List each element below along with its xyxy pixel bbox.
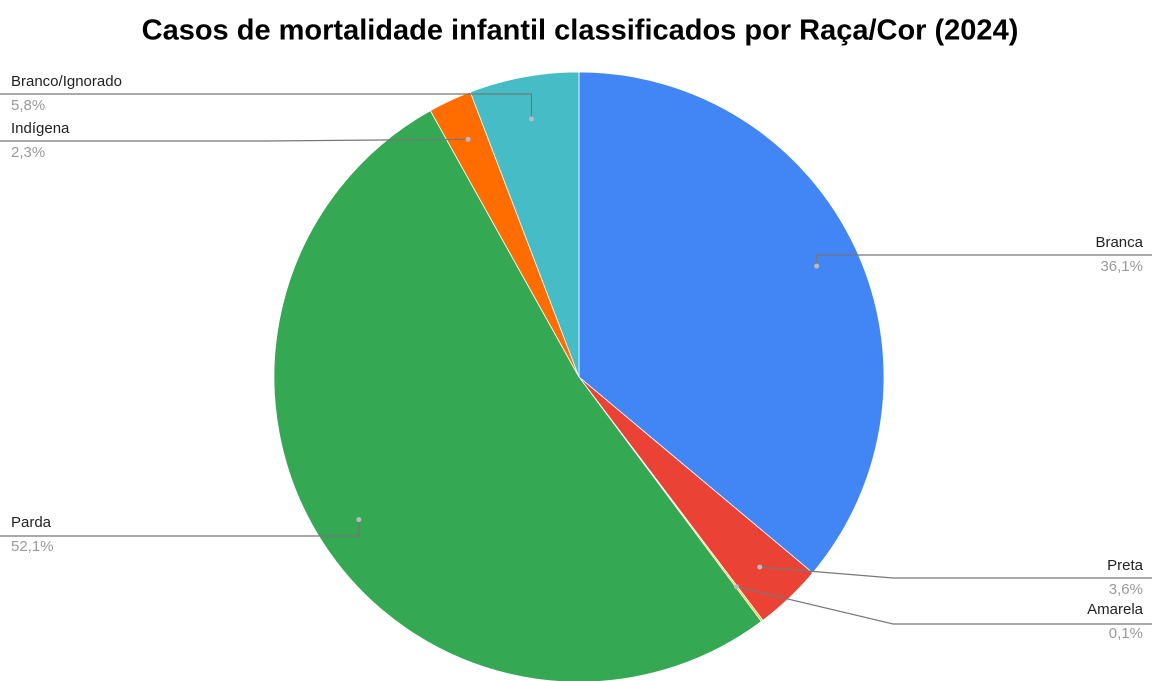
- slice-name: Indígena: [11, 120, 70, 137]
- slice-name: Amarela: [1087, 601, 1144, 618]
- leader-line: [736, 586, 1152, 625]
- leader-line: [0, 93, 533, 120]
- leader-line: [0, 519, 360, 537]
- leader-dot: [528, 116, 534, 122]
- pie-slice: [273, 110, 762, 681]
- slice-name: Parda: [11, 514, 52, 531]
- slice-name: Branca: [1095, 234, 1143, 251]
- leader-dot: [814, 263, 820, 269]
- leader-line: [816, 254, 1152, 267]
- slice-value: 0,1%: [1109, 625, 1143, 642]
- slice-value: 5,8%: [11, 97, 45, 114]
- slice-name: Branco/Ignorado: [11, 73, 122, 90]
- leader-dot: [356, 517, 362, 523]
- pie-slice: [469, 71, 580, 378]
- pie-slice: [578, 71, 885, 574]
- leader-line: [759, 566, 1152, 579]
- slice-value: 36,1%: [1100, 258, 1143, 275]
- leader-line: [0, 138, 469, 142]
- slice-value: 3,6%: [1109, 581, 1143, 598]
- leader-dot: [465, 136, 471, 142]
- slice-name: Preta: [1107, 557, 1144, 574]
- slice-value: 2,3%: [11, 144, 45, 161]
- leader-dot: [733, 584, 739, 590]
- leader-dot: [757, 564, 763, 570]
- chart-title: Casos de mortalidade infantil classifica…: [142, 15, 1019, 47]
- slice-value: 52,1%: [11, 538, 54, 555]
